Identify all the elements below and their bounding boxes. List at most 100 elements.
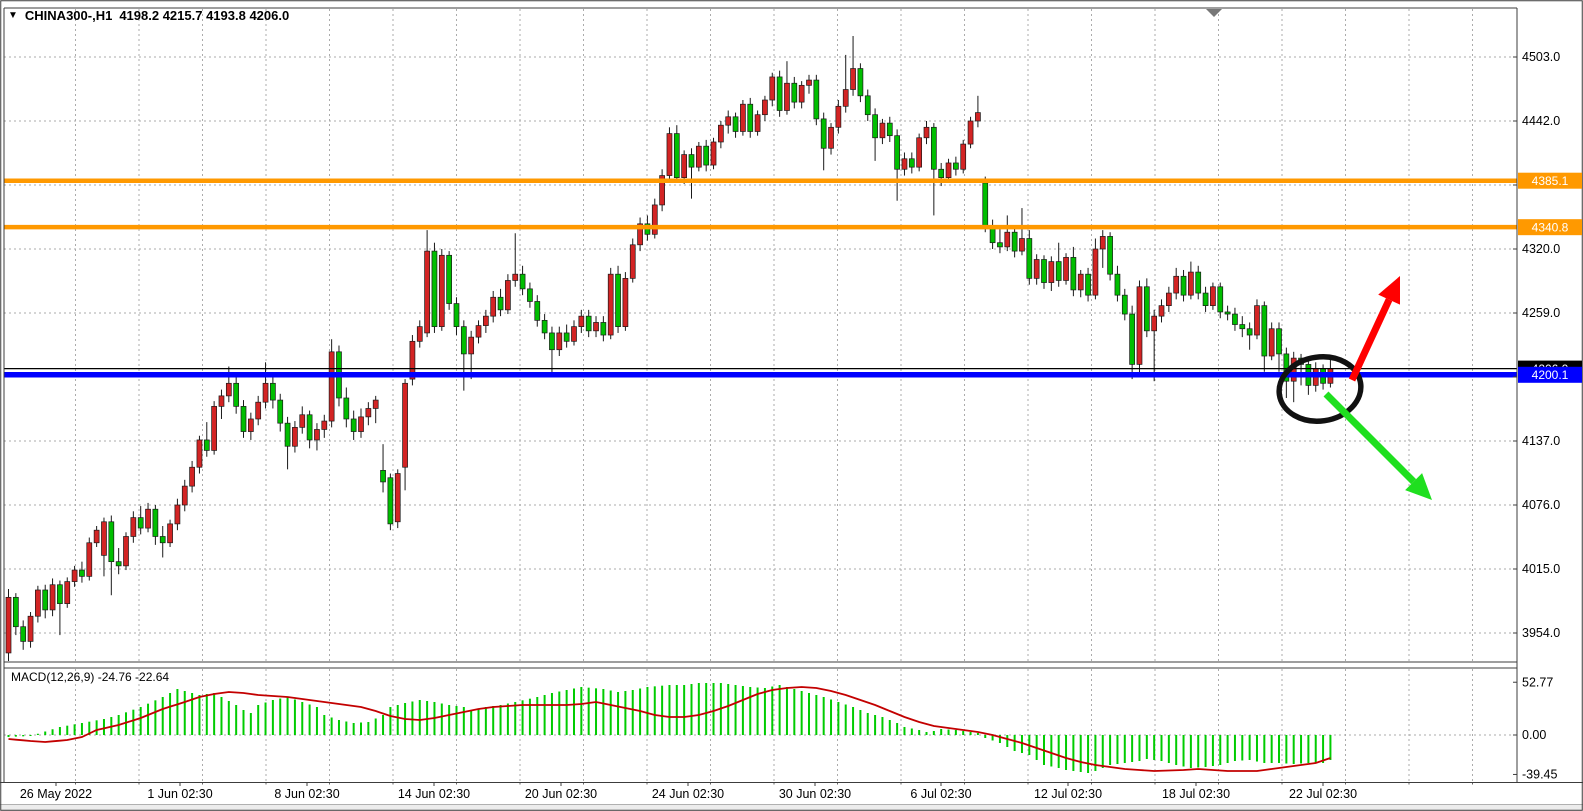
bullish-scenario-arrow[interactable]: [1348, 298, 1393, 382]
candle-bearish: [1261, 305, 1268, 357]
candle-bullish: [468, 336, 475, 355]
candle-bearish: [1129, 313, 1135, 365]
candle-bearish: [1202, 292, 1209, 307]
candle-bullish: [27, 615, 34, 642]
candles-layer: [5, 36, 1334, 661]
price-axis-label: 4015.0: [1522, 562, 1560, 576]
support-line-badge[interactable]: [1518, 366, 1582, 383]
candle-bearish: [894, 135, 900, 170]
candle-bullish: [255, 401, 262, 420]
chart-shift-marker[interactable]: [1206, 9, 1222, 17]
time-axis-label: 20 Jun 02:30: [525, 787, 597, 801]
candle-bullish: [314, 429, 320, 441]
candle-bearish: [585, 315, 592, 332]
bearish-scenario-arrow[interactable]: [1323, 391, 1417, 485]
candle-bullish: [490, 296, 497, 317]
candle-bullish: [299, 414, 306, 428]
time-axis-label: 18 Jul 02:30: [1162, 787, 1230, 801]
candle-bullish: [1019, 238, 1025, 252]
candle-bearish: [872, 114, 878, 139]
candle-bearish: [1276, 328, 1282, 355]
candle-bearish: [930, 126, 937, 170]
price-badge-label: 4340.8: [1532, 220, 1569, 234]
candle-bullish: [1268, 328, 1275, 357]
time-axis-label: 14 Jun 02:30: [398, 787, 470, 801]
candle-bullish: [71, 569, 78, 582]
candle-bullish: [901, 158, 908, 170]
candle-bullish: [328, 351, 335, 422]
macd-axis-label: 52.77: [1522, 675, 1553, 689]
candle-bearish: [42, 589, 49, 611]
candle-bullish: [5, 596, 12, 654]
candle-bullish: [365, 408, 372, 418]
time-axis-label: 12 Jul 02:30: [1034, 787, 1102, 801]
candle-bullish: [86, 542, 93, 577]
candle-bullish: [1254, 305, 1260, 336]
candle-bullish: [762, 99, 768, 116]
macd-signal-line: [8, 686, 1331, 772]
candle-bullish: [145, 508, 151, 529]
candle-bullish: [1063, 257, 1069, 281]
candle-bearish: [820, 118, 827, 149]
candle-bearish: [343, 397, 350, 420]
candle-bullish: [424, 250, 430, 334]
bullish-scenario-arrow-head[interactable]: [1378, 276, 1400, 305]
candle-bearish: [1011, 231, 1018, 252]
candle-bullish: [35, 589, 41, 617]
candle-bearish: [453, 303, 460, 327]
resistance-line-upper-badge[interactable]: [1518, 172, 1582, 189]
candle-bullish: [651, 204, 658, 235]
candle-bullish: [196, 439, 203, 468]
bearish-scenario-arrow-head[interactable]: [1405, 473, 1432, 500]
candle-bullish: [1166, 292, 1172, 307]
candle-bearish: [600, 322, 607, 336]
candle-bearish: [549, 332, 555, 351]
candle-bullish: [1004, 231, 1011, 248]
symbol-dropdown-icon[interactable]: ▼: [8, 9, 18, 21]
candle-bullish: [225, 382, 232, 397]
candle-bearish: [1107, 236, 1113, 275]
candle-bullish: [416, 326, 423, 342]
ohlc-values: 4198.2 4215.7 4193.8 4206.0: [119, 8, 290, 23]
candle-bearish: [446, 254, 452, 304]
candle-bearish: [350, 418, 357, 432]
candle-bearish: [688, 154, 695, 168]
candle-bullish: [1188, 271, 1194, 296]
candle-bearish: [57, 584, 63, 604]
candle-bearish: [1114, 273, 1121, 296]
price-axis-label: 4442.0: [1522, 114, 1560, 128]
candle-bullish: [475, 325, 482, 338]
symbol-label: CHINA300-,H1: [24, 8, 113, 23]
price-action-highlight-ellipse[interactable]: [1275, 352, 1365, 427]
candle-bearish: [886, 122, 893, 137]
candle-bearish: [460, 326, 467, 355]
candle-bearish: [1026, 238, 1033, 279]
candle-bearish: [1041, 259, 1047, 283]
candle-bearish: [115, 561, 122, 567]
candle-bullish: [629, 244, 636, 279]
candle-bullish: [262, 382, 269, 403]
candle-bullish: [1092, 248, 1099, 296]
candle-bearish: [270, 382, 276, 401]
price-axis: 4503.0 4442.0 4320.0 4259.0 4137.0 4076.0 4015…: [1513, 50, 1560, 782]
candle-bearish: [108, 521, 115, 563]
candle-bearish: [908, 158, 915, 168]
candle-bullish: [123, 536, 129, 567]
resistance-line-lower-badge[interactable]: [1518, 219, 1582, 236]
candle-bearish: [864, 95, 871, 116]
candle-bearish: [240, 406, 247, 432]
candle-bullish: [798, 84, 805, 103]
candle-bullish: [637, 223, 643, 246]
candle-bullish: [101, 521, 107, 556]
price-badge-label: 4385.1: [1532, 174, 1569, 188]
candle-bullish: [879, 122, 886, 139]
candle-bearish: [431, 250, 438, 327]
candle-bearish: [982, 182, 989, 227]
candle-bullish: [409, 340, 416, 380]
candle-bullish: [1077, 273, 1084, 291]
candle-bullish: [248, 418, 254, 432]
candle-bullish: [93, 529, 100, 544]
candle-bullish: [828, 126, 834, 149]
